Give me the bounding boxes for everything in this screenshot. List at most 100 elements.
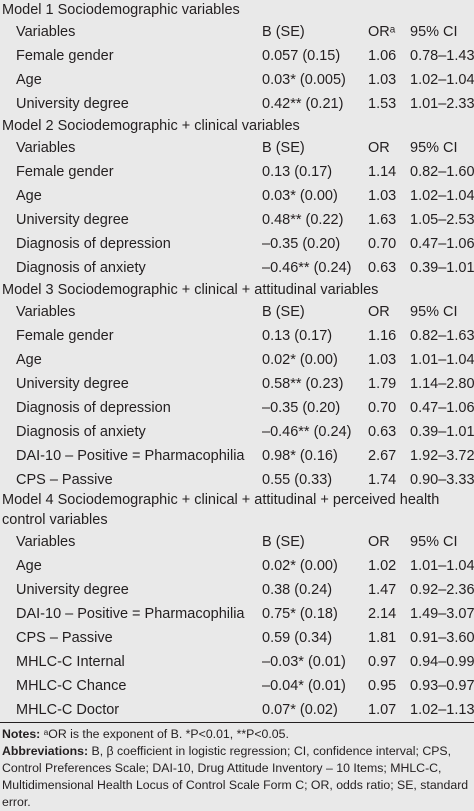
header-b-se: B (SE) (262, 24, 305, 40)
ci-cell: 0.47–1.06 (410, 236, 474, 252)
b-se-cell: –0.03* (0.01) (262, 654, 346, 670)
table-row: Diagnosis of anxiety –0.46** (0.24) 0.63… (0, 420, 474, 444)
table-header-row: Variables B (SE) OR 95% CI (0, 136, 474, 160)
or-cell: 1.63 (368, 212, 397, 228)
header-b-se: B (SE) (262, 534, 305, 550)
b-se-cell: –0.46** (0.24) (262, 424, 352, 440)
or-cell: 1.02 (368, 558, 397, 574)
header-ci: 95% CI (410, 140, 458, 156)
b-se-cell: 0.75* (0.18) (262, 606, 338, 622)
or-cell: 1.14 (368, 164, 397, 180)
table-notes: Notes: ᵃOR is the exponent of B. *P<0.01… (2, 726, 470, 811)
or-cell: 1.07 (368, 702, 397, 718)
or-cell: 1.03 (368, 72, 397, 88)
b-se-cell: 0.58** (0.23) (262, 376, 344, 392)
b-se-cell: 0.057 (0.15) (262, 48, 341, 64)
header-ci: 95% CI (410, 24, 458, 40)
ci-cell: 0.93–0.97 (410, 678, 474, 694)
ci-cell: 0.82–1.60 (410, 164, 474, 180)
header-variables: Variables (16, 304, 76, 320)
ci-cell: 0.92–2.36 (410, 582, 474, 598)
or-cell: 1.79 (368, 376, 397, 392)
model-1-title: Model 1 Sociodemographic variables (2, 2, 240, 18)
variable-cell: Age (16, 188, 42, 204)
variable-cell: Diagnosis of depression (16, 400, 171, 416)
header-or: ORᵃ (368, 24, 396, 40)
variable-cell: DAI-10 – Positive = Pharmacophilia (16, 606, 245, 622)
or-cell: 1.16 (368, 328, 397, 344)
variable-cell: Female gender (16, 164, 114, 180)
table-row: Diagnosis of anxiety –0.46** (0.24) 0.63… (0, 256, 474, 280)
variable-cell: CPS – Passive (16, 630, 113, 646)
ci-cell: 0.94–0.99 (410, 654, 474, 670)
table-row: MHLC-C Internal –0.03* (0.01) 0.97 0.94–… (0, 650, 474, 674)
variable-cell: University degree (16, 582, 129, 598)
b-se-cell: –0.04* (0.01) (262, 678, 346, 694)
variable-cell: Age (16, 352, 42, 368)
variable-cell: Diagnosis of anxiety (16, 424, 146, 440)
ci-cell: 0.91–3.60 (410, 630, 474, 646)
or-cell: 1.03 (368, 188, 397, 204)
table-row: MHLC-C Doctor 0.07* (0.02) 1.07 1.02–1.1… (0, 698, 474, 722)
ci-cell: 0.78–1.43 (410, 48, 474, 64)
table-header-row: Variables B (SE) OR 95% CI (0, 530, 474, 554)
table-row: Female gender 0.13 (0.17) 1.14 0.82–1.60 (0, 160, 474, 184)
header-b-se: B (SE) (262, 140, 305, 156)
variable-cell: Age (16, 558, 42, 574)
ci-cell: 1.01–1.04 (410, 558, 474, 574)
ci-cell: 0.90–3.33 (410, 472, 474, 488)
variable-cell: MHLC-C Chance (16, 678, 127, 694)
ci-cell: 1.02–1.04 (410, 72, 474, 88)
ci-cell: 1.92–3.72 (410, 448, 474, 464)
ci-cell: 1.02–1.04 (410, 188, 474, 204)
or-cell: 1.74 (368, 472, 397, 488)
or-cell: 1.06 (368, 48, 397, 64)
table-row: Age 0.02* (0.00) 1.02 1.01–1.04 (0, 554, 474, 578)
b-se-cell: 0.48** (0.22) (262, 212, 344, 228)
header-or: OR (368, 534, 390, 550)
table-row: Female gender 0.13 (0.17) 1.16 0.82–1.63 (0, 324, 474, 348)
table-row: DAI-10 – Positive = Pharmacophilia 0.75*… (0, 602, 474, 626)
table-row: University degree 0.42** (0.21) 1.53 1.0… (0, 92, 474, 116)
table-row: University degree 0.58** (0.23) 1.79 1.1… (0, 372, 474, 396)
table-row: DAI-10 – Positive = Pharmacophilia 0.98*… (0, 444, 474, 468)
header-variables: Variables (16, 140, 76, 156)
variable-cell: MHLC-C Internal (16, 654, 125, 670)
table-row: Diagnosis of depression –0.35 (0.20) 0.7… (0, 232, 474, 256)
b-se-cell: 0.59 (0.34) (262, 630, 333, 646)
variable-cell: Diagnosis of depression (16, 236, 171, 252)
b-se-cell: 0.02* (0.00) (262, 352, 338, 368)
or-cell: 0.70 (368, 236, 397, 252)
header-or: OR (368, 304, 390, 320)
variable-cell: DAI-10 – Positive = Pharmacophilia (16, 448, 245, 464)
notes-label: Notes: (2, 727, 41, 741)
header-variables: Variables (16, 24, 76, 40)
b-se-cell: –0.35 (0.20) (262, 236, 341, 252)
header-b-se: B (SE) (262, 304, 305, 320)
or-cell: 0.95 (368, 678, 397, 694)
or-cell: 1.47 (368, 582, 397, 598)
b-se-cell: –0.46** (0.24) (262, 260, 352, 276)
ci-cell: 0.47–1.06 (410, 400, 474, 416)
table-row: CPS – Passive 0.55 (0.33) 1.74 0.90–3.33 (0, 468, 474, 492)
model-4-title: Model 4 Sociodemographic + clinical + at… (2, 492, 440, 508)
or-cell: 1.81 (368, 630, 397, 646)
or-cell: 2.14 (368, 606, 397, 622)
or-cell: 0.97 (368, 654, 397, 670)
table-row: Diagnosis of depression –0.35 (0.20) 0.7… (0, 396, 474, 420)
table-row: MHLC-C Chance –0.04* (0.01) 0.95 0.93–0.… (0, 674, 474, 698)
variable-cell: University degree (16, 212, 129, 228)
b-se-cell: 0.03* (0.005) (262, 72, 346, 88)
b-se-cell: 0.98* (0.16) (262, 448, 338, 464)
header-ci: 95% CI (410, 534, 458, 550)
table-row: Age 0.02* (0.00) 1.03 1.01–1.04 (0, 348, 474, 372)
variable-cell: Age (16, 72, 42, 88)
b-se-cell: 0.55 (0.33) (262, 472, 333, 488)
variable-cell: Female gender (16, 48, 114, 64)
variable-cell: Diagnosis of anxiety (16, 260, 146, 276)
model-4-title-continued: control variables (2, 512, 108, 528)
b-se-cell: 0.42** (0.21) (262, 96, 344, 112)
notes-text: ᵃOR is the exponent of B. *P<0.01, **P<0… (40, 727, 289, 741)
ci-cell: 0.82–1.63 (410, 328, 474, 344)
